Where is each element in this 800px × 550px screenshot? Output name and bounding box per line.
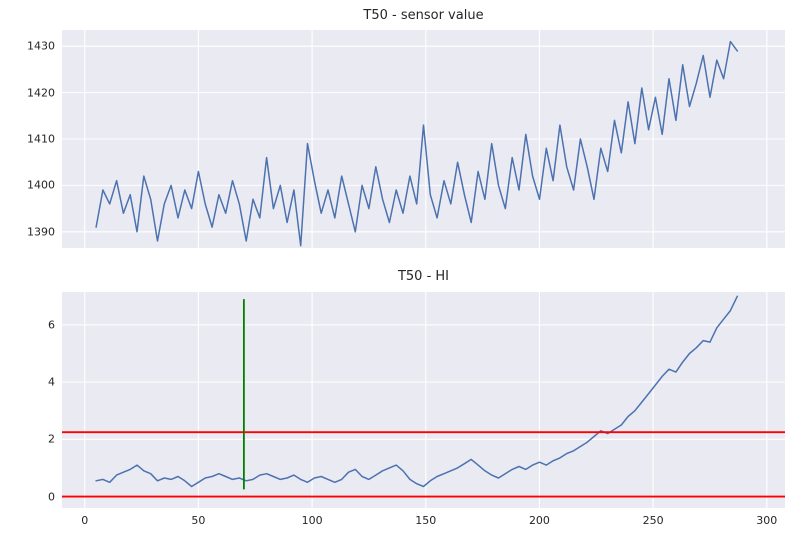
- ytick-label: 2: [48, 432, 55, 446]
- axes-background: [62, 292, 785, 508]
- ytick-label: 0: [48, 490, 55, 504]
- sensor-value-chart-title: T50 - sensor value: [363, 8, 484, 23]
- ytick-label: 1430: [27, 39, 55, 53]
- ytick-label: 1420: [27, 86, 55, 100]
- ytick-label: 4: [48, 375, 55, 389]
- sensor-value-plot-svg: [62, 30, 785, 248]
- hi-plot-svg: [62, 292, 785, 508]
- ytick-label: 1400: [27, 178, 55, 192]
- ytick-label: 1390: [27, 225, 55, 239]
- xtick-label: 150: [415, 514, 437, 527]
- xtick-label: 250: [642, 514, 664, 527]
- xtick-label: 200: [528, 514, 550, 527]
- hi-chart-title: T50 - HI: [397, 269, 450, 284]
- xtick-label: 300: [756, 514, 778, 527]
- ytick-label: 1410: [27, 132, 55, 146]
- sensor-value-plot-area: [62, 30, 785, 248]
- series-line: [95, 40, 739, 247]
- xtick-label: 50: [191, 514, 206, 527]
- xtick-label: 100: [301, 514, 323, 527]
- ytick-label: 6: [48, 318, 55, 332]
- xtick-label: 0: [81, 514, 89, 527]
- hi-plot-area: [62, 292, 785, 508]
- series-line: [95, 295, 739, 488]
